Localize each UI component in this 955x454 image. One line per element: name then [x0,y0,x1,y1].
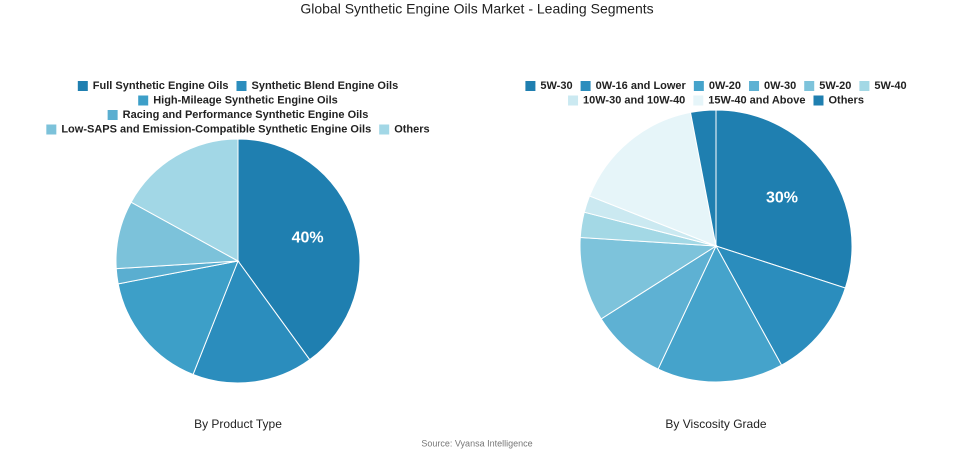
legend-item: Low-SAPS and Emission-Compatible Synthet… [46,123,371,135]
legend-swatch [236,81,247,91]
legend-item: 0W-30 [749,80,796,92]
legend-label: Racing and Performance Synthetic Engine … [123,109,369,121]
legend-label: 10W-30 and 10W-40 [583,94,685,106]
pie-slice [130,138,239,262]
value-label: 30% [766,189,798,206]
legend-swatch [379,124,390,135]
legend-label: Synthetic Blend Engine Oils [251,80,398,92]
pie-slice [192,259,311,384]
legend-label: 15W-40 and Above [708,94,805,106]
pie-slice [657,244,783,383]
legend-item: High-Mileage Synthetic Engine Oils [138,94,338,106]
legend-label: 5W-40 [874,80,906,92]
legend-item: Full Synthetic Engine Oils [77,80,229,92]
legend-swatch [107,110,118,120]
legend-label: High-Mileage Synthetic Engine Oils [153,94,338,106]
legend-item: 5W-20 [804,80,851,92]
legend-item: 5W-30 [525,80,573,92]
legend-item: Racing and Performance Synthetic Engine … [107,109,369,121]
pie-slice [117,260,239,376]
legend-swatch [77,81,88,91]
pie-slice [579,236,718,320]
value-label: 40% [292,230,324,247]
pie-slice [715,109,853,289]
legend-label: Full Synthetic Engine Oils [93,80,229,92]
legend-label: 0W-20 [709,80,741,92]
chart-subtitle: By Viscosity Grade [665,417,766,431]
legend-item: 10W-30 and 10W-40 [568,94,685,106]
legend-label: 5W-30 [540,80,572,92]
legend-label: Others [394,123,429,135]
legend-label: Others [828,94,863,106]
pie-slice [689,109,717,247]
legend-swatch [525,81,536,91]
legend-swatch [693,81,704,91]
legend-label: 0W-16 and Lower [596,80,687,92]
legend-swatch [568,95,579,106]
legend-item: Synthetic Blend Engine Oils [236,80,398,92]
legend-swatch [813,95,824,106]
legend-item: 15W-40 and Above [693,94,805,106]
legend-swatch [580,81,591,91]
pie-slice [237,138,361,361]
legend-swatch [693,95,704,106]
legend-item: Others [813,94,864,106]
legend-swatch [749,81,760,91]
pie-slice [588,111,717,247]
legend-label: 0W-30 [764,80,796,92]
legend-item: Others [379,123,430,135]
legend-label: Low-SAPS and Emission-Compatible Synthet… [61,123,371,135]
legend-swatch [804,81,815,91]
chart-title: Global Synthetic Engine Oils Market - Le… [300,1,653,17]
legend-item: 5W-40 [859,80,907,92]
legend-swatch [46,124,57,135]
chart-subtitle: By Product Type [194,417,282,431]
source: Source: Vyansa Intelligence [421,438,532,448]
legend-item: 0W-20 [693,80,741,92]
legend-swatch [859,81,870,91]
pie-slice [714,245,846,366]
legend-label: 5W-20 [819,80,851,92]
legend-swatch [138,95,149,106]
legend-item: 0W-16 and Lower [580,80,687,92]
